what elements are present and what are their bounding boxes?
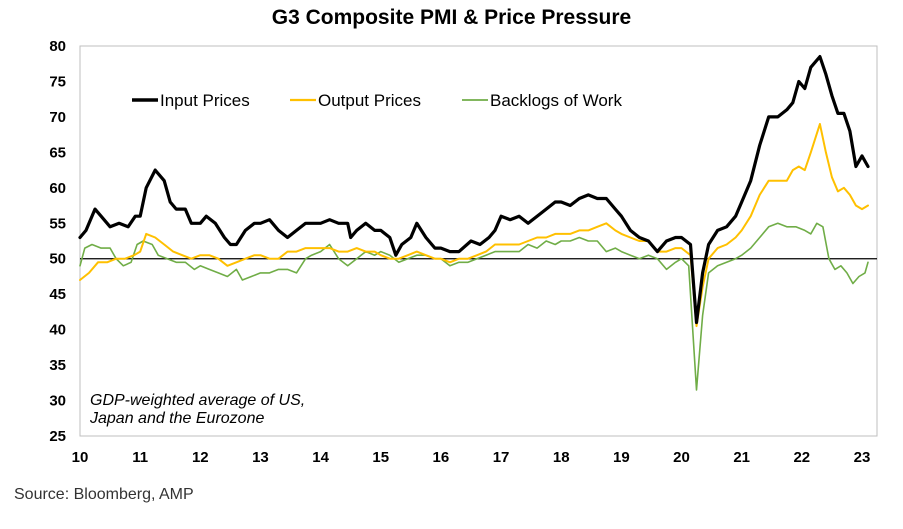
series-line [78,55,870,325]
x-tick-label: 19 [613,449,630,466]
annotation-line: GDP-weighted average of US, [90,392,305,409]
y-tick-label: 60 [49,180,66,197]
y-tick-label: 75 [49,73,66,90]
x-tick-label: 14 [312,449,329,466]
x-tick-label: 21 [733,449,750,466]
plot-frame [79,45,878,437]
y-tick-label: 30 [49,393,66,410]
series-layer [78,55,870,391]
x-tick-label: 17 [493,449,510,466]
y-tick-label: 65 [49,144,66,161]
x-tick-label: 16 [433,449,450,466]
x-tick-label: 15 [372,449,389,466]
source-note: Source: Bloomberg, AMP [14,486,194,503]
legend-label: Output Prices [318,91,421,110]
y-tick-label: 55 [49,215,66,232]
x-tick-label: 23 [854,449,871,466]
y-tick-label: 80 [49,38,66,55]
annotation-line: Japan and the Eurozone [89,410,264,427]
legend-label: Input Prices [160,91,250,110]
x-tick-label: 11 [132,449,148,466]
x-tick-label: 12 [192,449,209,466]
legend: Input Prices Output Prices Backlogs of Wor… [132,91,622,110]
x-tick-label: 13 [252,449,269,466]
y-tick-label: 35 [49,357,66,374]
series-line [79,123,869,328]
y-tick-label: 40 [49,322,66,339]
x-axis: 10 11 12 13 14 15 16 17 18 19 20 21 22 23 [72,449,871,466]
x-tick-label: 10 [72,449,89,466]
y-tick-label: 45 [49,286,66,303]
x-tick-label: 20 [673,449,690,466]
series-line [79,222,869,391]
x-tick-label: 18 [553,449,570,466]
chart-title: G3 Composite PMI & Price Pressure [271,6,632,29]
legend-label: Backlogs of Work [490,91,622,110]
annotation-note: GDP-weighted average of US,Japan and the… [89,392,305,427]
y-tick-label: 25 [49,428,66,445]
y-axis: 25 30 35 40 45 50 55 60 65 70 75 80 [49,38,66,445]
y-tick-label: 50 [49,251,66,268]
x-tick-label: 22 [793,449,810,466]
y-tick-label: 70 [49,109,66,126]
